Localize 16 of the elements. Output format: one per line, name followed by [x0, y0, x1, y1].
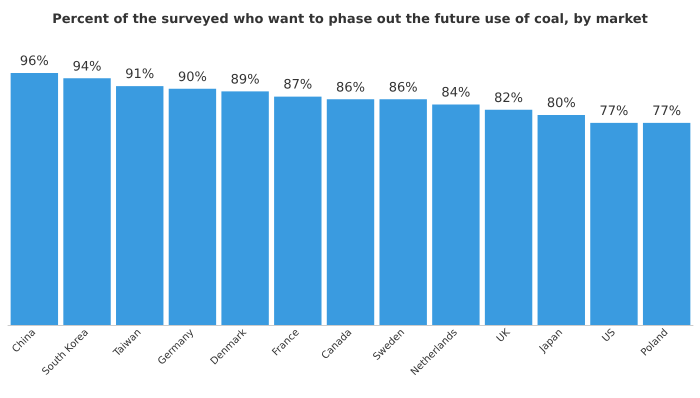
- data-label: 77%: [652, 104, 682, 119]
- x-tick-label: UK: [494, 326, 513, 345]
- data-label: 90%: [178, 70, 207, 85]
- data-label: 89%: [230, 72, 260, 88]
- data-label: 82%: [494, 90, 524, 106]
- data-label: 80%: [546, 96, 576, 111]
- data-label: 84%: [441, 86, 470, 100]
- data-label: 86%: [388, 80, 418, 96]
- data-label: 86%: [336, 80, 365, 96]
- data-label: 87%: [283, 78, 312, 93]
- data-label: 96%: [20, 54, 49, 69]
- data-label: 91%: [125, 67, 154, 82]
- data-label: 77%: [600, 104, 628, 119]
- chart-title: Percent of the surveyed who want to phase out the future use of coal, by market: [52, 12, 648, 27]
- data-label: 94%: [72, 59, 102, 74]
- x-tick-label: US: [600, 327, 618, 345]
